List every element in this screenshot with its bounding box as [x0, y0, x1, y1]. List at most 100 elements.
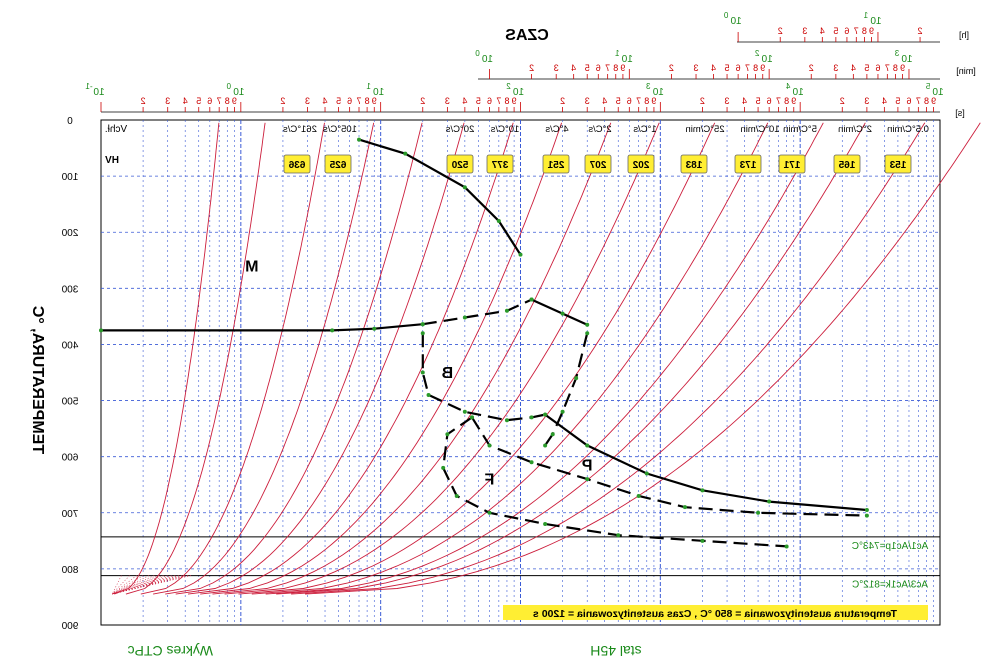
seconds-minor-label: 9 [372, 96, 377, 106]
seconds-minor-label: 8 [644, 96, 649, 106]
curve-point [543, 522, 548, 526]
seconds-minor-label: 8 [365, 96, 370, 106]
seconds-minor-label: 3 [305, 96, 310, 106]
hardness-value: 173 [739, 160, 756, 171]
curve-point [518, 252, 523, 257]
hardness-value: 377 [491, 160, 508, 171]
seconds-minor-label: 2 [840, 96, 845, 106]
seconds-minor-label: 5 [476, 96, 481, 106]
curve-point [585, 331, 590, 336]
y-tick-label: 100 [61, 172, 78, 183]
hardness-value: 625 [329, 160, 346, 171]
seconds-decade-label: 10 [513, 87, 525, 98]
cooling-curve [187, 122, 514, 595]
hardness-box [446, 154, 474, 174]
seconds-minor-label: 6 [906, 96, 911, 106]
curve-point [864, 513, 869, 518]
curve-point [504, 308, 509, 313]
curve-point [574, 376, 579, 381]
cooling-curve [265, 122, 824, 595]
curve-point [864, 507, 869, 512]
cooling-curve-tail [111, 575, 164, 595]
hours-minor-label: 2 [778, 26, 783, 36]
cooling-curve-tail [112, 575, 186, 595]
region-label: P [582, 458, 593, 475]
curve-point [767, 499, 772, 504]
cooling-curve [224, 122, 660, 595]
curve-point [420, 370, 425, 375]
cooling-curve [200, 122, 563, 595]
y-tick-label: 0 [67, 116, 73, 127]
hours-minor-label: 6 [844, 26, 849, 36]
hardness-box [486, 154, 514, 174]
seconds-minor-label: 4 [462, 96, 467, 106]
cooling-curve [304, 122, 981, 595]
cooling-rate-label: 25°C/min [685, 124, 724, 135]
curve-point [529, 415, 534, 420]
cooling-curve-tail [111, 575, 144, 595]
cooling-rate-header: Vchł. [105, 124, 127, 135]
minutes-minor-label: 2 [529, 63, 534, 73]
minutes-minor-label: 2 [809, 63, 814, 73]
minutes-minor-label: 6 [875, 63, 880, 73]
cooling-curve [125, 122, 266, 595]
cooling-rate-label: 1°C/s [633, 124, 657, 135]
seconds-minor-label: 5 [336, 96, 341, 106]
seconds-decade-exponent: 3 [646, 82, 651, 91]
hours-minor-label: 2 [918, 26, 923, 36]
curve-point [543, 443, 548, 448]
minutes-decade-label: 10 [901, 54, 913, 65]
hardness-value: 207 [589, 160, 606, 171]
chart-title: CZAS [505, 27, 549, 44]
cooling-rate-label: 261°C/s [283, 124, 317, 135]
hours-minor-label: 7 [854, 26, 859, 36]
hours-minor-label: 4 [820, 26, 825, 36]
seconds-minor-label: 7 [496, 96, 501, 106]
region-label: M [245, 259, 258, 276]
y-axis-label: TEMPERATURA, °C [29, 305, 46, 454]
hardness-value: 520 [451, 160, 468, 171]
minutes-minor-label: 5 [725, 63, 730, 73]
cooling-rate-label: 10°C/min [740, 124, 779, 135]
seconds-minor-label: 8 [225, 96, 230, 106]
curve-point [585, 477, 590, 482]
curve-point [487, 510, 492, 515]
minutes-decade-exponent: 0 [475, 49, 480, 58]
seconds-minor-label: 7 [916, 96, 921, 106]
seconds-minor-label: 5 [616, 96, 621, 106]
minutes-minor-label: 5 [864, 63, 869, 73]
hardness-box [584, 154, 612, 174]
seconds-minor-label: 8 [784, 96, 789, 106]
seconds-decade-label: 10 [233, 87, 245, 98]
hardness-box [778, 154, 806, 174]
footer-center-label: stal 45H [590, 643, 641, 659]
curve-point [560, 311, 565, 316]
seconds-minor-label: 8 [504, 96, 509, 106]
curve-point [470, 415, 475, 420]
hardness-box [680, 154, 708, 174]
cooling-rate-label: 20°C/s [445, 124, 474, 135]
seconds-decade-label: 10 [932, 87, 944, 98]
minutes-minor-label: 8 [613, 63, 618, 73]
seconds-minor-label: 7 [217, 96, 222, 106]
seconds-decade-label: 10 [373, 87, 385, 98]
hardness-value: 171 [783, 160, 800, 171]
cooling-curve-tail [111, 575, 137, 595]
curve-point [330, 328, 335, 333]
note-box [503, 605, 928, 620]
hours-minor-label: 9 [869, 26, 874, 36]
minutes-minor-label: 2 [669, 63, 674, 73]
seconds-minor-label: 6 [207, 96, 212, 106]
cooling-curve [175, 122, 465, 595]
seconds-minor-label: 5 [196, 96, 201, 106]
seconds-minor-label: 6 [767, 96, 772, 106]
minutes-minor-label: 3 [833, 63, 838, 73]
minutes-minor-label: 4 [571, 63, 576, 73]
cooling-curve [251, 122, 769, 595]
seconds-minor-label: 5 [756, 96, 761, 106]
hours-decade-label: 10 [730, 16, 742, 27]
curve-point [504, 418, 509, 423]
cooling-curve [276, 122, 866, 595]
seconds-minor-label: 3 [864, 96, 869, 106]
